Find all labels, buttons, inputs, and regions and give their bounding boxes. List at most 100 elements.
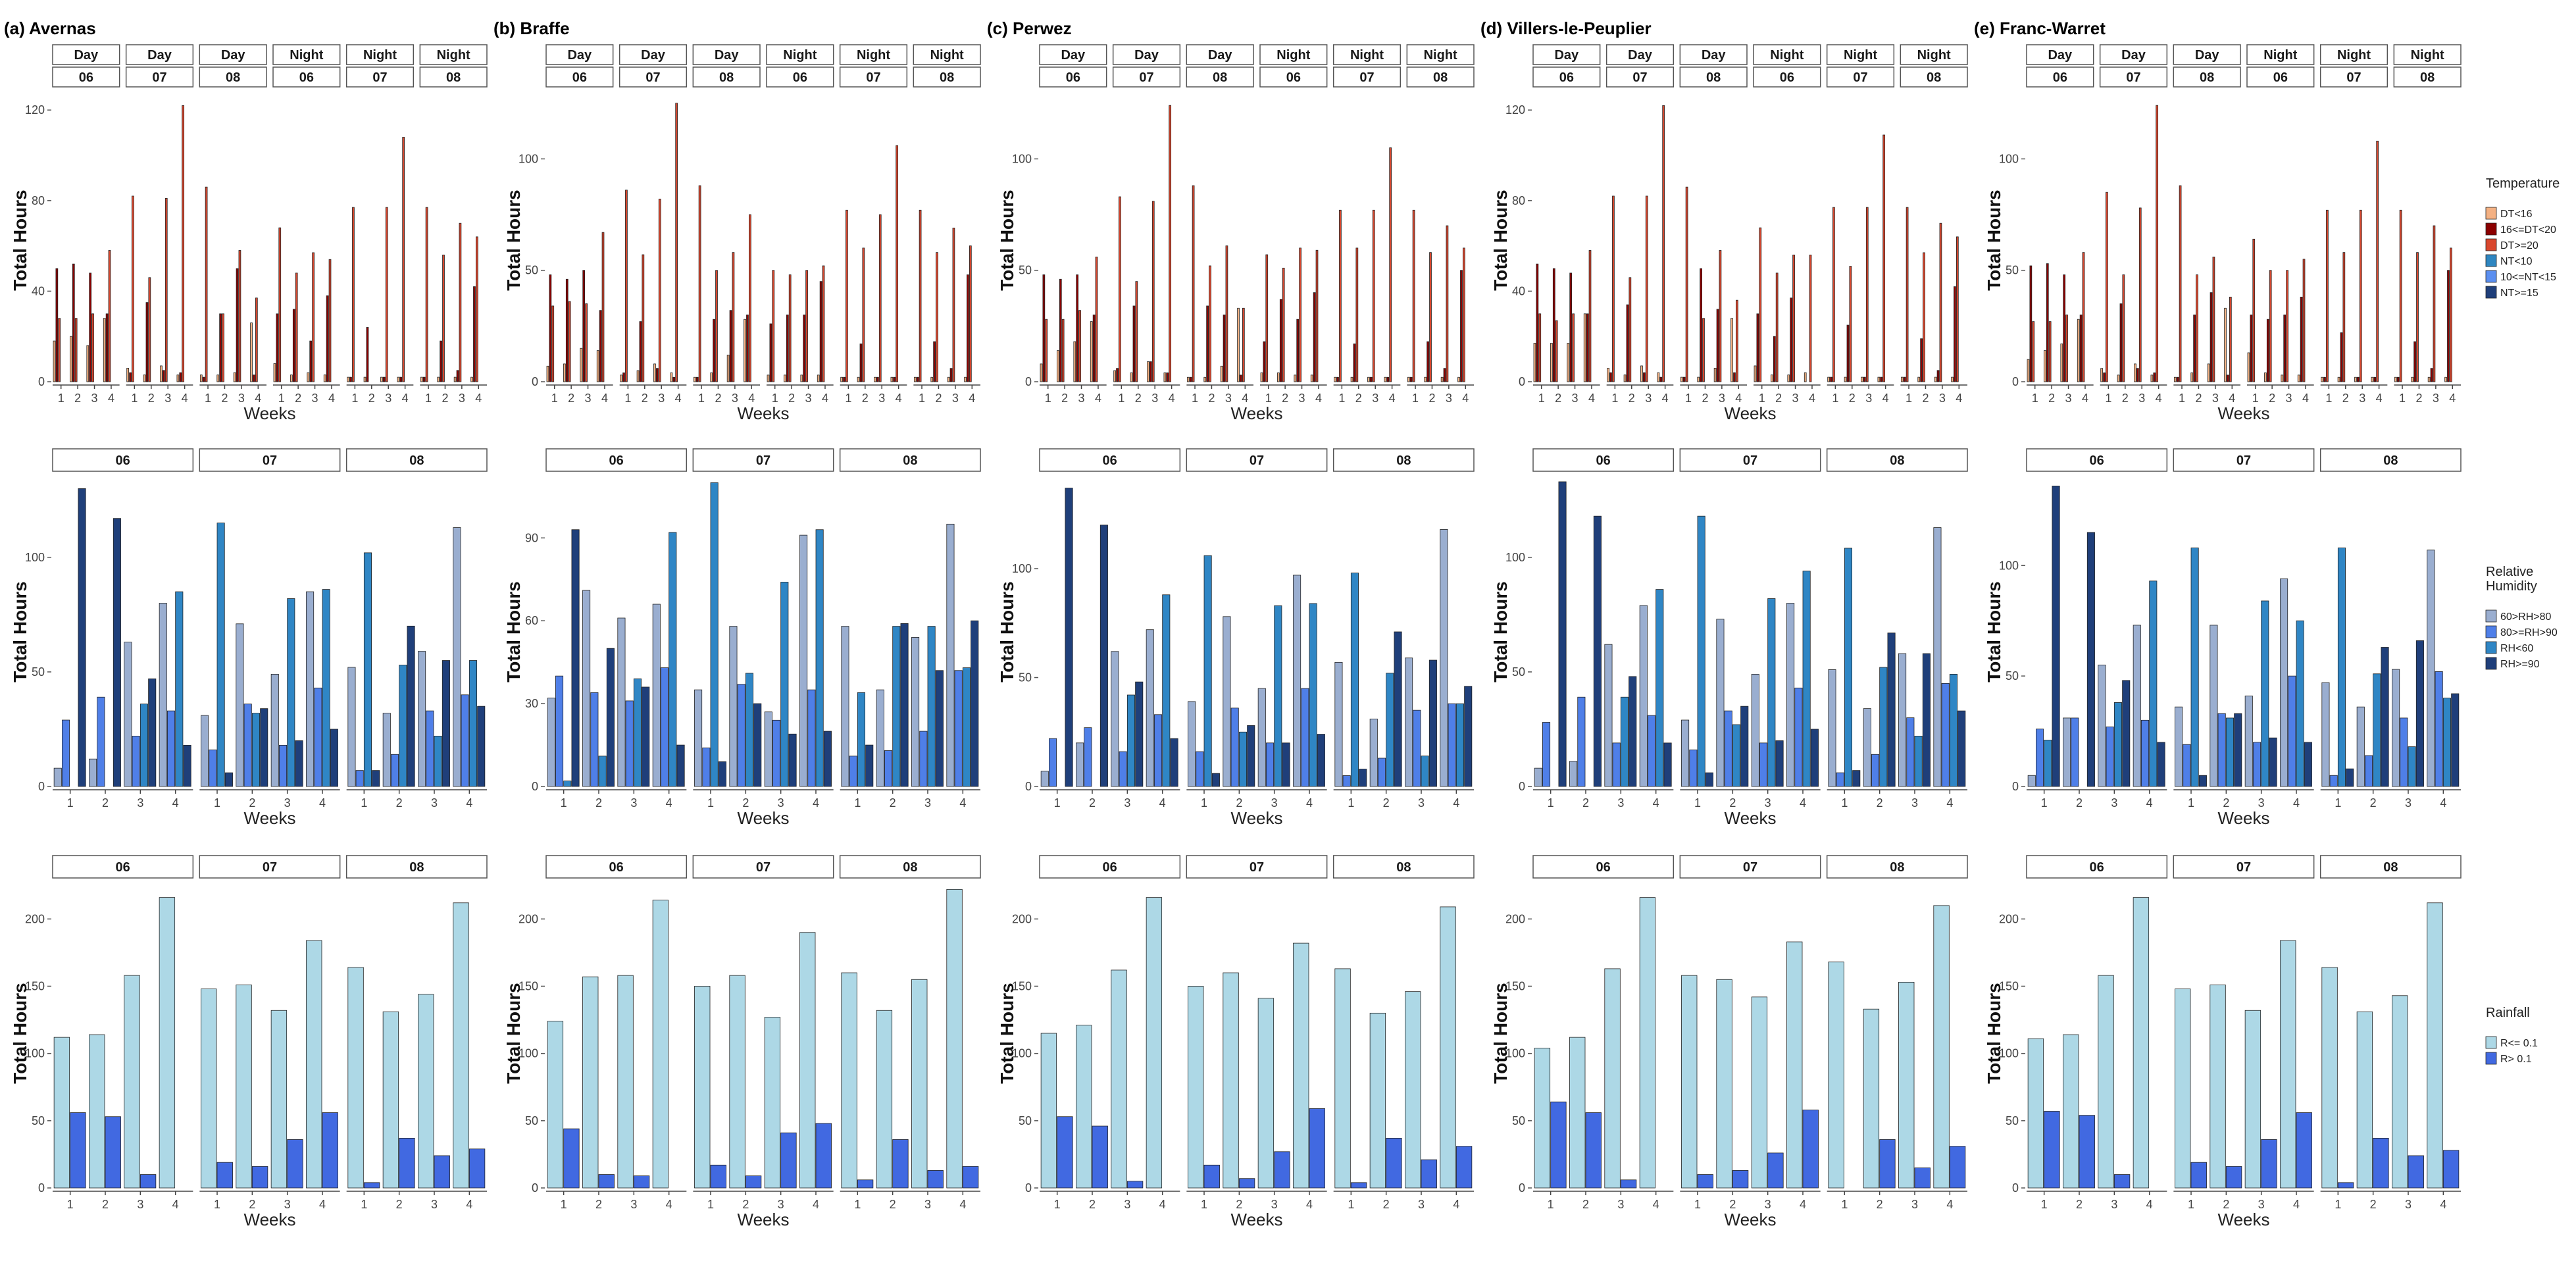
y-tick-label: 50 [1019,264,1032,277]
bar-rainfall-R<= 0.1 [617,975,634,1189]
x-tick-label: 1 [2188,1198,2194,1211]
bar-temperature-DT<16 [1440,376,1444,382]
facet-strip-month [545,448,688,472]
bar-temperature-16<=DT<20 [1773,336,1776,382]
bar-humidity-60>RH>80 [1076,742,1084,787]
facet-strip-month-label: 06 [299,70,314,85]
bar-rainfall-R<= 0.1 [2321,967,2338,1189]
bar-temperature-DT>=20 [896,145,899,382]
x-tick-label: 3 [805,392,812,405]
x-tick-label: 2 [2370,796,2377,810]
bar-humidity-RH>=90 [224,772,233,787]
bar-humidity-60>RH>80 [876,689,884,787]
facet-strip-month-label: 06 [2053,70,2067,85]
y-tick-label: 0 [2012,375,2019,388]
bar-temperature-DT<16 [470,376,473,382]
bar-temperature-DT<16 [1186,376,1190,382]
y-axis-title: Total Hours [503,190,524,290]
x-axis-title: Weeks [244,403,296,423]
bar-rainfall-R<= 0.1 [1604,968,1621,1189]
bar-temperature-16<=DT<20 [129,372,132,382]
bar-humidity-RH>=90 [78,488,86,787]
site-title-d: (d) Villers-le-Peuplier [1480,18,1652,38]
y-tick-label: 150 [25,979,45,992]
bar-temperature-16<=DT<20 [456,370,459,382]
bar-temperature-16<=DT<20 [2373,376,2377,382]
bar-temperature-DT<16 [2281,374,2284,382]
x-tick-label: 2 [1236,1198,1242,1211]
bar-humidity-60>RH>80 [1786,603,1795,787]
bar-temperature-DT>=20 [108,250,111,382]
x-tick-label: 2 [368,392,375,405]
bar-temperature-DT>=20 [551,305,555,382]
facet-strip-month [1186,66,1254,88]
bar-humidity-60>RH>80 [201,715,209,787]
bar-temperature-16<=DT<20 [1903,376,1906,382]
bar-temperature-DT<16 [857,376,860,382]
facet-strip-month-label: 06 [609,453,624,468]
y-tick-label: 120 [25,103,45,116]
bar-temperature-16<=DT<20 [2300,296,2303,382]
bar-temperature-DT<16 [2044,350,2046,382]
x-tick-label: 2 [1355,392,1362,405]
x-tick-label: 4 [748,392,755,405]
facet-strip-month [2026,855,2168,879]
facet-strip-period-label: Night [2337,48,2371,63]
bar-temperature-DT>=20 [1135,281,1138,382]
bar-temperature-DT<16 [1697,376,1700,382]
bar-humidity-60>RH>80 [89,758,97,787]
bar-humidity-60>RH>80 [2321,682,2330,787]
bar-humidity-80>=RH>90 [1542,722,1551,787]
bar-temperature-DT>=20 [1702,318,1705,382]
bar-temperature-16<=DT<20 [105,313,109,382]
bar-temperature-DT<16 [233,372,236,382]
bar-humidity-RH<60 [2113,702,2122,787]
facet-strip-month [1039,66,1107,88]
facet-strip-month [1112,66,1181,88]
facet-strip-period [2393,44,2462,65]
x-tick-label: 4 [2293,1198,2300,1211]
y-tick-label: 50 [525,264,538,277]
facet-strip-month-label: 07 [756,860,770,875]
bar-temperature-16<=DT<20 [2193,315,2196,382]
bar-temperature-DT<16 [176,374,180,382]
bar-rainfall-R<= 0.1 [1293,942,1309,1189]
bar-rainfall-R<= 0.1 [2356,1011,2373,1189]
facet-strip-month [545,855,688,879]
facet-strip-period-label: Day [1134,48,1159,63]
bar-humidity-60>RH>80 [2356,706,2365,787]
x-tick-label: 4 [666,1198,672,1211]
facet-strip-period-label: Night [290,48,323,63]
bar-humidity-RH<60 [1949,674,1957,787]
bar-rainfall-R<= 0.1 [547,1021,564,1189]
y-tick-label: 200 [1999,912,2019,925]
bar-temperature-DT<16 [817,374,820,382]
x-tick-label: 3 [1617,1198,1624,1211]
x-tick-label: 2 [568,392,574,405]
x-tick-label: 3 [2065,392,2072,405]
bar-humidity-80>=RH>90 [314,687,322,787]
facet-strip-period [545,44,614,65]
x-tick-label: 2 [1629,392,1635,405]
bar-humidity-RH<60 [251,713,261,787]
bar-temperature-DT>=20 [475,236,478,382]
bar-rainfall-R<= 0.1 [306,940,322,1189]
bar-temperature-DT<16 [784,374,786,382]
facet-strip-period-label: Day [1208,48,1233,63]
x-tick-label: 1 [1338,392,1345,405]
bar-humidity-60>RH>80 [1257,688,1266,787]
bar-rainfall-R> 0.1 [633,1175,650,1189]
bar-temperature-DT>=20 [1339,209,1342,382]
bar-rainfall-R<= 0.1 [1369,1012,1386,1189]
x-tick-label: 1 [2041,1198,2048,1211]
bar-temperature-16<=DT<20 [422,376,426,382]
facet-strip-month-label: 06 [1103,860,1117,875]
bar-temperature-DT<16 [2027,359,2030,382]
facet-strip-period [1679,44,1748,65]
bar-humidity-RH<60 [2190,548,2199,787]
bar-humidity-RH>=90 [1740,706,1749,787]
bar-rainfall-R<= 0.1 [1111,969,1127,1189]
bar-humidity-60>RH>80 [1405,657,1413,787]
